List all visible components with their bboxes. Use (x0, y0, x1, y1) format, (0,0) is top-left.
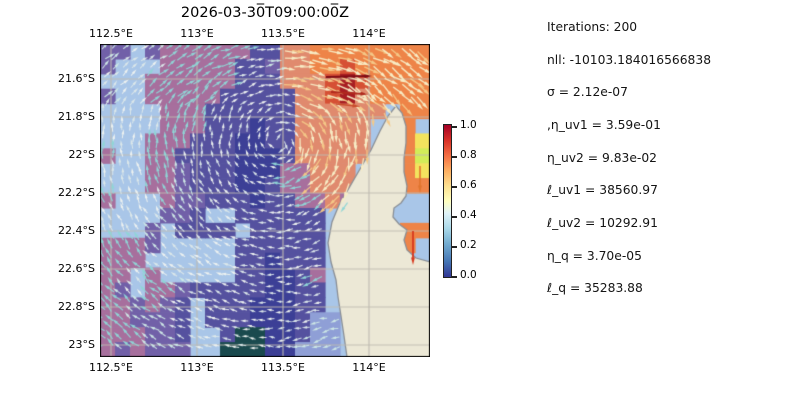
y-tick-label: 22.6°S (58, 262, 95, 275)
x-tick-label-bottom: 113°E (180, 361, 214, 374)
colorbar (443, 124, 452, 278)
colorbar-tick (452, 216, 457, 218)
y-tick-label: 22.2°S (58, 186, 95, 199)
colorbar-tick (452, 276, 457, 278)
stat-line-nll: nll: -10103.184016566838 (547, 53, 712, 67)
colorbar-tick (452, 186, 457, 188)
stat-line-ell-uv1: ℓ_uv1 = 38560.97 (547, 183, 658, 197)
colorbar-tick-label: 0.0 (460, 269, 477, 281)
map-canvas (100, 44, 430, 357)
map-title: 2026-03-30̅T09:00:00̅Z (180, 5, 350, 21)
colorbar-tick-label: 0.2 (460, 239, 477, 251)
x-tick-label-bottom: 113.5°E (261, 361, 305, 374)
x-tick-label-bottom: 112.5°E (89, 361, 133, 374)
colorbar-tick (452, 156, 457, 158)
stat-line-eta-uv2: η_uv2 = 9.83e-02 (547, 151, 657, 165)
colorbar-tick-label: 1.0 (460, 119, 477, 131)
colorbar-tick-label: 0.4 (460, 209, 477, 221)
y-tick-label: 22.8°S (58, 300, 95, 313)
y-tick-label: 21.6°S (58, 72, 95, 85)
y-tick-label: 23°S (68, 338, 95, 351)
y-tick-label: 21.8°S (58, 110, 95, 123)
colorbar-tick (452, 126, 457, 128)
stat-line-sigma: σ = 2.12e-07 (547, 85, 628, 99)
colorbar-tick-label: 0.8 (460, 149, 477, 161)
colorbar-tick-label: 0.6 (460, 179, 477, 191)
stat-line-eta-uv1: ,η_uv1 = 3.59e-01 (547, 118, 661, 132)
x-tick-label-top: 112.5°E (89, 27, 133, 40)
x-tick-label-bottom: 114°E (352, 361, 386, 374)
x-tick-label-top: 113°E (180, 27, 214, 40)
stat-line-ell-q: ℓ_q = 35283.88 (547, 281, 643, 295)
stat-line-iterations: Iterations: 200 (547, 20, 638, 34)
colorbar-tick (452, 246, 457, 248)
x-tick-label-top: 113.5°E (261, 27, 305, 40)
x-tick-label-top: 114°E (352, 27, 386, 40)
y-tick-label: 22.4°S (58, 224, 95, 237)
stat-line-eta-q: η_q = 3.70e-05 (547, 249, 642, 263)
y-tick-label: 22°S (68, 148, 95, 161)
stat-line-ell-uv2: ℓ_uv2 = 10292.91 (547, 216, 658, 230)
